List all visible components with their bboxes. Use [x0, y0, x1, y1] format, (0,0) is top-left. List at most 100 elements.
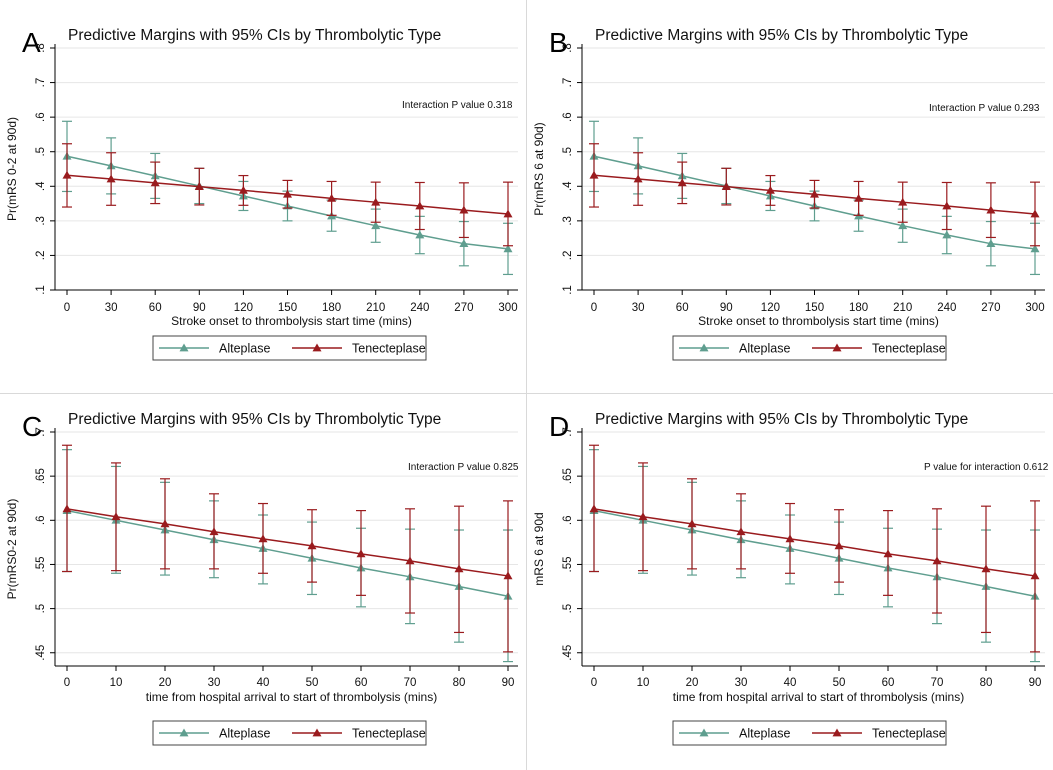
x-tick-label: 180 — [322, 302, 341, 314]
y-tick-label: .2 — [35, 251, 47, 261]
tenecteplase-point — [209, 527, 219, 536]
y-tick-label: .4 — [35, 181, 47, 191]
alteplase-legend-label: Alteplase — [739, 342, 790, 356]
x-tick-label: 240 — [937, 302, 956, 314]
tenecteplase-point — [327, 193, 337, 202]
y-tick-label: .1 — [35, 285, 47, 295]
x-tick-label: 90 — [502, 677, 515, 689]
vertical-divider — [526, 0, 527, 770]
y-tick-label: .6 — [35, 112, 47, 122]
interaction-p-value: Interaction P value 0.318 — [402, 100, 513, 111]
y-tick-label: .45 — [562, 645, 574, 661]
tenecteplase-point — [589, 504, 599, 513]
alteplase-point — [503, 244, 513, 253]
chart-panel-b: B Predictive Margins with 95% CIs by Thro… — [527, 0, 1053, 393]
x-tick-label: 90 — [193, 302, 206, 314]
x-tick-label: 210 — [366, 302, 385, 314]
tenecteplase-legend-marker — [832, 728, 842, 737]
x-tick-label: 10 — [110, 677, 123, 689]
x-tick-label: 10 — [637, 677, 650, 689]
tenecteplase-point — [986, 205, 996, 214]
tenecteplase-point — [459, 205, 469, 214]
x-axis-label: Stroke onset to thrombolysis start time … — [171, 314, 412, 328]
tenecteplase-legend-marker — [832, 343, 842, 352]
alteplase-legend-label: Alteplase — [219, 342, 270, 356]
alteplase-legend-marker — [179, 728, 189, 737]
x-tick-label: 60 — [149, 302, 162, 314]
alteplase-legend-marker — [699, 728, 709, 737]
chart-panel-c: C Predictive Margins with 95% CIs by Thro… — [0, 394, 526, 770]
x-tick-label: 60 — [355, 677, 368, 689]
y-tick-label: .7 — [35, 427, 47, 437]
panel-letter: D — [549, 411, 569, 442]
tenecteplase-point — [62, 170, 72, 179]
x-axis-label: time from hospital arrival to start of t… — [673, 690, 964, 704]
alteplase-legend-marker — [179, 343, 189, 352]
tenecteplase-point — [638, 512, 648, 521]
y-tick-label: .6 — [562, 516, 574, 526]
chart-title: Predictive Margins with 95% CIs by Throm… — [68, 27, 441, 44]
tenecteplase-point — [765, 185, 775, 194]
y-tick-label: .65 — [562, 468, 574, 484]
tenecteplase-point — [1030, 209, 1040, 218]
tenecteplase-point — [633, 174, 643, 183]
alteplase-point — [415, 230, 425, 239]
x-tick-label: 150 — [278, 302, 297, 314]
y-tick-label: .5 — [35, 147, 47, 157]
x-tick-label: 300 — [498, 302, 517, 314]
x-tick-label: 0 — [591, 677, 597, 689]
y-tick-label: .3 — [35, 216, 47, 226]
alteplase-point — [371, 221, 381, 230]
tenecteplase-point — [150, 178, 160, 187]
x-axis-label: time from hospital arrival to start of t… — [146, 690, 437, 704]
y-tick-label: .1 — [562, 285, 574, 295]
tenecteplase-point — [736, 527, 746, 536]
x-tick-label: 80 — [980, 677, 993, 689]
tenecteplase-point — [258, 534, 268, 543]
y-axis-label: Pr(mRS0-2 at 90d) — [5, 499, 19, 600]
tenecteplase-point — [454, 564, 464, 573]
x-tick-label: 240 — [410, 302, 429, 314]
x-tick-label: 70 — [404, 677, 417, 689]
x-tick-label: 120 — [761, 302, 780, 314]
x-tick-label: 40 — [784, 677, 797, 689]
x-tick-label: 0 — [64, 677, 70, 689]
x-tick-label: 120 — [234, 302, 253, 314]
y-tick-label: .55 — [35, 556, 47, 572]
chart-title: Predictive Margins with 95% CIs by Throm… — [595, 411, 968, 428]
tenecteplase-point — [834, 541, 844, 550]
tenecteplase-point — [238, 185, 248, 194]
tenecteplase-point — [1030, 571, 1040, 580]
tenecteplase-series-line — [66, 508, 509, 577]
x-tick-label: 30 — [105, 302, 118, 314]
tenecteplase-point — [111, 512, 121, 521]
chart-svg-d: D Predictive Margins with 95% CIs by Thro… — [532, 411, 1049, 746]
x-tick-label: 40 — [257, 677, 270, 689]
x-tick-label: 30 — [632, 302, 645, 314]
x-tick-label: 20 — [686, 677, 699, 689]
tenecteplase-point — [371, 197, 381, 206]
tenecteplase-point — [981, 564, 991, 573]
tenecteplase-point — [785, 534, 795, 543]
y-tick-label: .6 — [562, 112, 574, 122]
alteplase-legend-label: Alteplase — [219, 727, 270, 741]
tenecteplase-point — [106, 174, 116, 183]
tenecteplase-point — [283, 189, 292, 198]
tenecteplase-legend-marker — [312, 728, 322, 737]
tenecteplase-point — [405, 556, 415, 565]
interaction-p-value: Interaction P value 0.825 — [408, 462, 519, 473]
tenecteplase-point — [932, 556, 942, 565]
alteplase-point — [459, 239, 469, 248]
x-tick-label: 270 — [981, 302, 1000, 314]
x-tick-label: 60 — [882, 677, 895, 689]
x-tick-label: 50 — [833, 677, 846, 689]
x-tick-label: 80 — [453, 677, 466, 689]
y-tick-label: .7 — [562, 427, 574, 437]
chart-panel-d: D Predictive Margins with 95% CIs by Thro… — [527, 394, 1053, 770]
tenecteplase-point — [503, 571, 513, 580]
y-tick-label: .5 — [562, 147, 574, 157]
y-tick-label: .6 — [35, 516, 47, 526]
y-tick-label: .4 — [562, 181, 574, 191]
chart-title: Predictive Margins with 95% CIs by Throm… — [68, 411, 441, 428]
x-tick-label: 70 — [931, 677, 944, 689]
